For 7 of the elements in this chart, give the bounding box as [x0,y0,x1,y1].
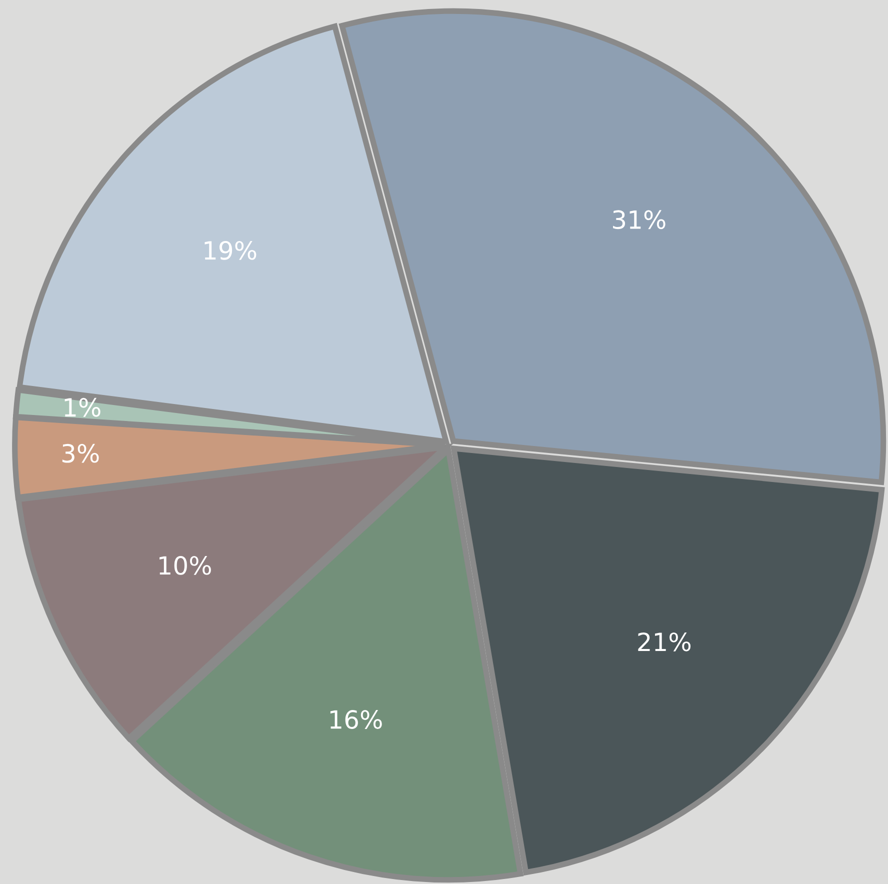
data-label: 16% [330,710,382,729]
data-label: 21% [638,632,691,652]
data-label: 3% [62,444,99,463]
data-label: 10% [160,556,211,575]
data-label: 19% [204,240,256,260]
data-label: 1% [64,398,100,417]
data-label: 31% [613,210,666,230]
